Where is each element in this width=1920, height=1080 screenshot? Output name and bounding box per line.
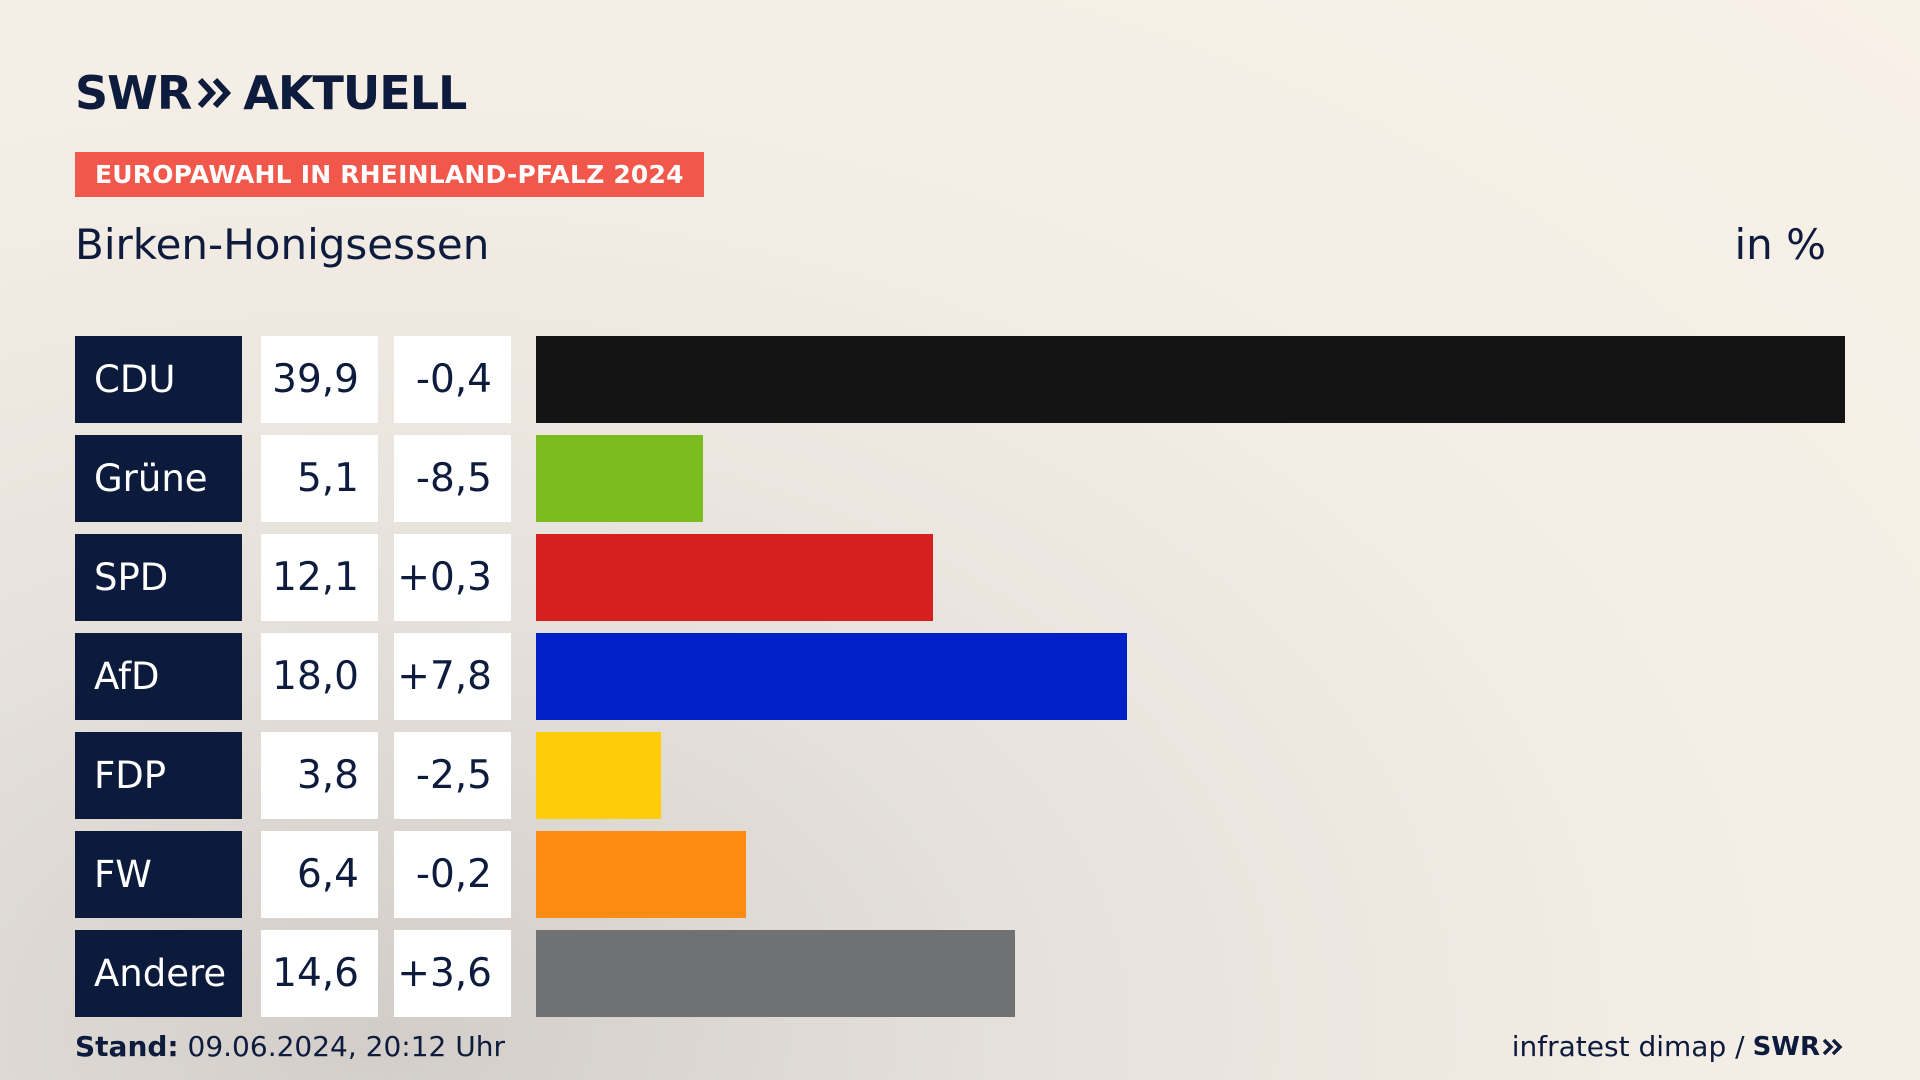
vote-share-value: 12,1 <box>261 534 378 621</box>
party-label: FDP <box>75 732 242 819</box>
result-row: FDP 3,8 -2,5 <box>75 732 1845 819</box>
vote-share-value: 5,1 <box>261 435 378 522</box>
result-row: CDU 39,9 -0,4 <box>75 336 1845 423</box>
double-chevron-icon <box>197 76 233 110</box>
result-row: SPD 12,1 +0,3 <box>75 534 1845 621</box>
vote-share-value: 18,0 <box>261 633 378 720</box>
results-chart: CDU 39,9 -0,4 Grüne 5,1 -8,5 SPD 12,1 +0,3 AfD 18,… <box>75 336 1845 1017</box>
change-value: +0,3 <box>394 534 511 621</box>
result-bar <box>536 831 746 918</box>
party-label: FW <box>75 831 242 918</box>
result-row: AfD 18,0 +7,8 <box>75 633 1845 720</box>
vote-share-value: 39,9 <box>261 336 378 423</box>
change-value: +3,6 <box>394 930 511 1017</box>
result-bar <box>536 534 933 621</box>
logo-name: AKTUELL <box>243 66 467 120</box>
change-value: +7,8 <box>394 633 511 720</box>
timestamp: Stand: 09.06.2024, 20:12 Uhr <box>75 1030 505 1063</box>
municipality-title: Birken-Honigsessen <box>75 220 490 269</box>
vote-share-value: 3,8 <box>261 732 378 819</box>
party-label: Grüne <box>75 435 242 522</box>
result-row: FW 6,4 -0,2 <box>75 831 1845 918</box>
source-logo: SWR <box>1753 1032 1844 1062</box>
swr-aktuell-logo: SWR AKTUELL <box>75 66 467 120</box>
result-bar <box>536 336 1845 423</box>
party-label: AfD <box>75 633 242 720</box>
result-row: Grüne 5,1 -8,5 <box>75 435 1845 522</box>
result-bar <box>536 930 1015 1017</box>
election-tag: EUROPAWAHL IN RHEINLAND-PFALZ 2024 <box>75 152 704 197</box>
unit-label: in % <box>1734 220 1826 269</box>
small-double-chevron-icon <box>1822 1038 1843 1055</box>
result-bar <box>536 633 1127 720</box>
result-row: Andere 14,6 +3,6 <box>75 930 1845 1017</box>
result-bar <box>536 732 661 819</box>
result-bar <box>536 435 703 522</box>
party-label: CDU <box>75 336 242 423</box>
timestamp-label: Stand: <box>75 1030 179 1063</box>
source-brand: SWR <box>1752 1031 1820 1062</box>
source-text: infratest dimap / <box>1511 1030 1745 1063</box>
logo-brand: SWR <box>75 66 192 120</box>
change-value: -0,2 <box>394 831 511 918</box>
vote-share-value: 6,4 <box>261 831 378 918</box>
vote-share-value: 14,6 <box>261 930 378 1017</box>
change-value: -0,4 <box>394 336 511 423</box>
change-value: -2,5 <box>394 732 511 819</box>
party-label: Andere <box>75 930 242 1017</box>
timestamp-value: 09.06.2024, 20:12 Uhr <box>187 1030 505 1063</box>
source-credit: infratest dimap / SWR <box>1512 1030 1844 1063</box>
change-value: -8,5 <box>394 435 511 522</box>
party-label: SPD <box>75 534 242 621</box>
